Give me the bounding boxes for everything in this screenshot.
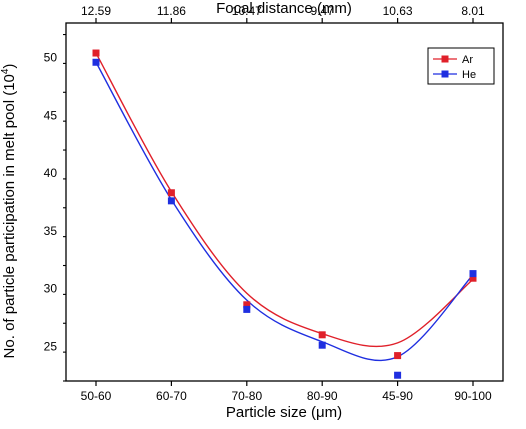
x-tick-label: 50-60 [81, 389, 112, 403]
top-tick-label: 9.47 [311, 4, 335, 18]
data-point-ar [469, 274, 477, 282]
y-tick-label: 40 [44, 166, 58, 180]
fit-curve-ar [95, 52, 474, 348]
y-tick-label: 45 [44, 108, 58, 122]
legend-marker-he [441, 70, 449, 78]
x-tick-label: 80-90 [307, 389, 338, 403]
x-tick-label: 70-80 [231, 389, 262, 403]
x-tick-label: 90-100 [454, 389, 492, 403]
legend: Ar He [427, 47, 495, 85]
data-point-ar [243, 301, 251, 309]
y-axis-title-main: No. of particle participation in melt po… [1, 74, 18, 358]
top-axis-title: Focal distance (mm) [216, 0, 352, 17]
data-point-he [243, 305, 251, 313]
fit-curves [95, 52, 474, 362]
y-tick-label: 50 [44, 51, 58, 65]
y-tick-label: 30 [44, 282, 58, 296]
y-tick-label: 25 [44, 339, 58, 353]
fit-curve-he [95, 61, 474, 362]
x-tick-label: 60-70 [156, 389, 187, 403]
data-point-ar [167, 189, 175, 197]
y-axis-title-sup: 4 [0, 68, 11, 74]
data-points [92, 49, 477, 379]
legend-label-he: He [462, 69, 476, 81]
data-point-he [318, 341, 326, 349]
legend-label-ar: Ar [462, 54, 473, 66]
top-tick-label: 8.01 [461, 4, 485, 18]
top-tick-label: 10.47 [232, 4, 262, 18]
data-point-he [92, 58, 100, 66]
data-point-he [167, 197, 175, 205]
axis-ticks: 50-60 12.59 60-70 11.86 70-80 10.47 80-90 9.47 4… [44, 4, 492, 403]
data-point-he [469, 270, 477, 278]
top-tick-label: 12.59 [81, 4, 111, 18]
x-tick-label: 45-90 [382, 389, 413, 403]
top-tick-label: 11.86 [157, 4, 186, 18]
data-point-ar [92, 49, 100, 57]
x-axis-title: Particle size (μm) [226, 404, 342, 421]
data-point-he [394, 371, 402, 379]
legend-marker-ar [441, 55, 449, 63]
data-point-ar [394, 352, 402, 360]
plot-frame [65, 22, 504, 382]
data-point-ar [318, 331, 326, 339]
top-tick-label: 10.63 [383, 4, 413, 18]
y-axis-title: No. of particle participation in melt po… [0, 64, 18, 359]
y-tick-label: 35 [44, 224, 58, 238]
legend-box [427, 47, 495, 85]
y-axis-title-end: ) [1, 64, 18, 69]
